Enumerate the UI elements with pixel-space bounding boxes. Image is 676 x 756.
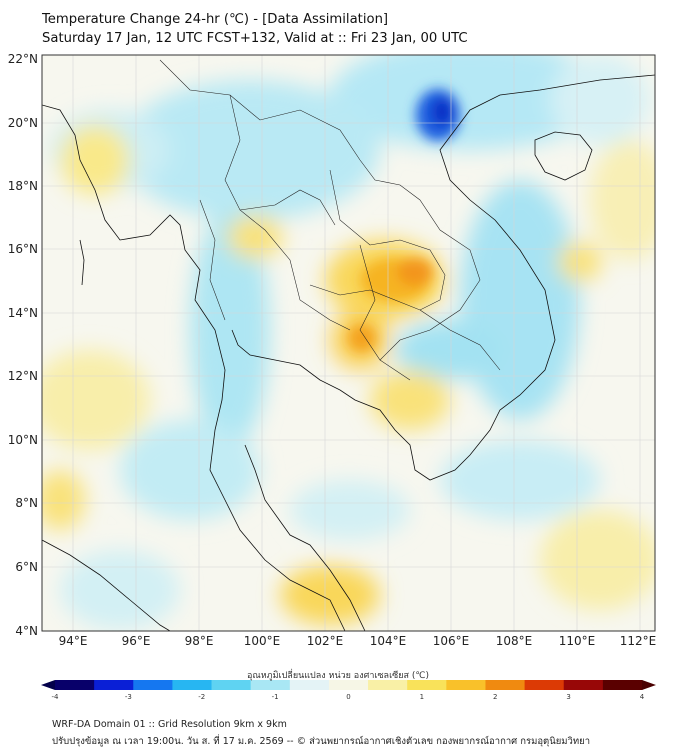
colorbar-segment [133,680,173,690]
footer-credit: ปรับปรุงข้อมูล ณ เวลา 19:00น. วัน ส. ที่… [52,736,591,747]
colorbar-segment [485,680,526,690]
lat-tick: 12°N [8,369,38,383]
lat-axis: 22°N 20°N 18°N 16°N 14°N 12°N 10°N 8°N 6… [8,52,38,638]
colorbar-segment [94,680,134,690]
colorbar-tick: -4 [52,693,60,701]
colorbar-tick: -2 [198,693,205,701]
colorbar-tick: 0 [346,693,350,701]
colorbar-segment [250,680,291,690]
lon-tick: 102°E [307,634,344,648]
colorbar-segment [55,680,95,690]
colorbar-segment [602,680,643,690]
lat-tick: 10°N [8,433,38,447]
chart-subtitle: Saturday 17 Jan, 12 UTC FCST+132, Valid … [42,31,468,46]
lon-tick: 104°E [370,634,407,648]
lon-tick: 108°E [496,634,533,648]
lon-tick: 98°E [185,634,214,648]
colorbar-segment [446,680,486,690]
colorbar-segment [407,680,447,690]
temperature-field [42,55,655,631]
colorbar-tick: 4 [640,693,645,701]
footer-model-info: WRF-DA Domain 01 :: Grid Resolution 9km … [52,719,287,730]
lat-tick: 16°N [8,242,38,256]
admin-borders [159,59,501,381]
colorbar-segment [328,680,369,690]
colorbar-tick: 3 [566,693,570,701]
lat-tick: 18°N [8,179,38,193]
lat-tick: 20°N [8,116,38,130]
chart-title: Temperature Change 24-hr (℃) - [Data Ass… [42,12,389,27]
lat-tick: 6°N [15,560,38,574]
colorbar-segment [524,680,565,690]
map-frame [41,54,656,632]
colorbar-tick: 1 [420,693,424,701]
lon-tick: 96°E [122,634,151,648]
colorbar-tick: 2 [493,693,497,701]
lat-tick: 14°N [8,306,38,320]
colorbar-segment [563,680,604,690]
lat-tick: 22°N [8,52,38,66]
colorbar-segment [289,680,330,690]
lon-tick: 112°E [620,634,657,648]
colorbar-segment [368,680,408,690]
colorbar-segment [211,680,252,690]
lon-tick: 106°E [433,634,470,648]
colorbar-label: อุณหภูมิเปลี่ยนแปลง หน่วย องศาเซลเซียส (… [246,671,430,681]
colorbar-extend-low [41,680,55,690]
colorbar-extend-high [642,680,656,690]
lon-tick: 94°E [59,634,88,648]
colorbar-tick: -3 [125,693,132,701]
lat-tick: 4°N [15,624,38,638]
colorbar-tick: -1 [272,693,279,701]
lat-tick: 8°N [15,496,38,510]
colorbar-segment [172,680,213,690]
lon-tick: 110°E [559,634,596,648]
lon-tick: 100°E [244,634,281,648]
colorbar: -4 -3 -2 -1 0 1 2 3 4 [41,680,656,701]
lon-axis: 94°E 96°E 98°E 100°E 102°E 104°E 106°E 1… [59,634,657,648]
graticule [42,55,655,631]
coastlines [42,74,655,631]
